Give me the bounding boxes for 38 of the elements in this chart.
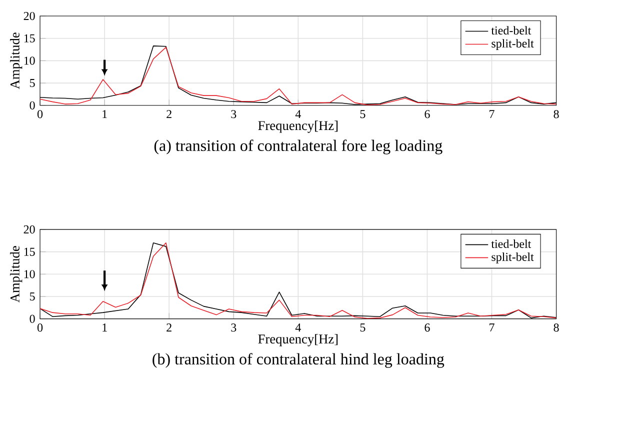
y-tick-label: 5 <box>30 292 35 301</box>
x-tick-label: 8 <box>554 110 559 118</box>
text: (a) transition of contralateral fore leg loading <box>154 140 442 155</box>
y-tick-label: 0 <box>30 102 35 110</box>
x-tick-label: 3 <box>231 324 236 332</box>
x-axis-title: Frequency[Hz] <box>258 334 338 346</box>
x-tick-label: 4 <box>295 324 301 332</box>
legend-label: tied-belt <box>491 26 532 35</box>
x-tick-label: 1 <box>102 324 107 332</box>
y-tick-label: 20 <box>24 226 35 234</box>
x-tick-label: 0 <box>37 110 43 118</box>
legend-label: tied-belt <box>491 240 532 248</box>
x-axis-title: Frequency[Hz] <box>258 120 338 134</box>
x-tick-label: 3 <box>231 110 236 118</box>
x-tick-label: 5 <box>360 324 366 332</box>
x-tick-label: 7 <box>490 324 494 332</box>
x-tick-label: 2 <box>166 324 172 332</box>
y-tick-label: 0 <box>30 314 35 324</box>
y-tick-label: 15 <box>24 34 35 43</box>
text: (b) transition of contralateral hind leg loading <box>152 353 444 368</box>
x-tick-label: 0 <box>37 324 43 332</box>
legend-label: split-belt <box>492 39 534 50</box>
y-tick-label: 10 <box>24 270 35 278</box>
y-tick-label: 10 <box>24 56 35 65</box>
y-axis-title: Amplitude <box>10 32 22 90</box>
x-tick-label: 2 <box>166 110 172 118</box>
x-tick-label: 4 <box>295 110 301 118</box>
x-tick-label: 6 <box>424 324 430 332</box>
legend-label: split-belt <box>492 252 534 264</box>
x-tick-label: 1 <box>102 110 107 118</box>
x-tick-label: 5 <box>360 110 366 118</box>
y-axis-title: Amplitude <box>10 246 22 303</box>
y-tick-label: 5 <box>30 79 35 88</box>
y-tick-label: 15 <box>24 248 35 256</box>
y-tick-label: 20 <box>24 12 35 20</box>
x-tick-label: 7 <box>490 110 494 118</box>
x-tick-label: 6 <box>424 110 430 118</box>
x-tick-label: 8 <box>554 324 559 332</box>
